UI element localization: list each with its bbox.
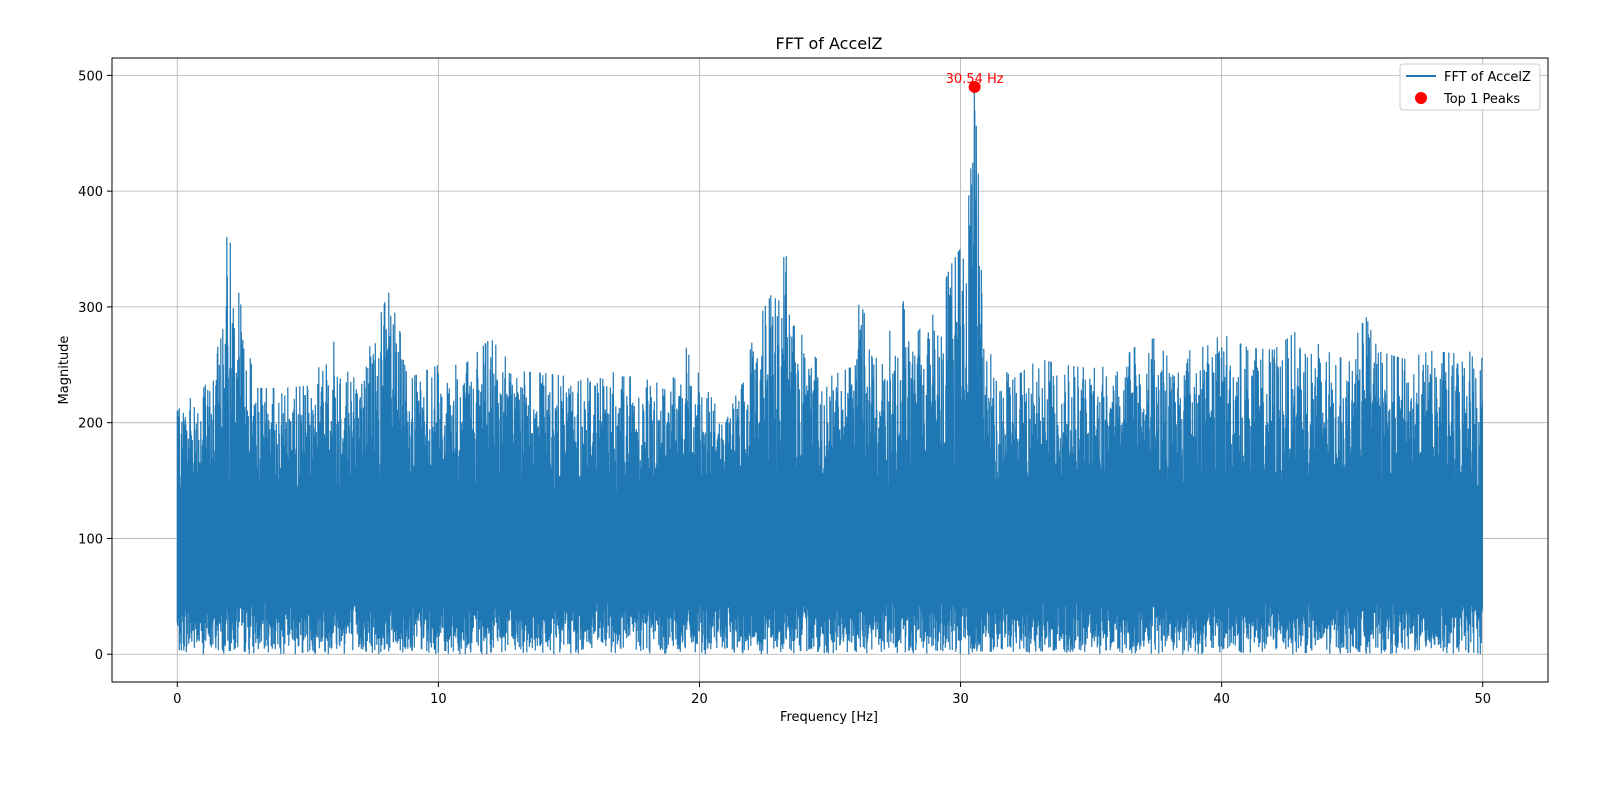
- y-tick-label: 0: [95, 648, 103, 663]
- legend: FFT of AccelZ Top 1 Peaks: [1399, 63, 1541, 111]
- x-tick-label: 30: [952, 692, 969, 707]
- peak-layer: 30.54 Hz: [946, 72, 1004, 93]
- x-tick-label: 20: [691, 692, 708, 707]
- y-tick-label: 200: [78, 417, 103, 432]
- y-axis-title: Magnitude: [57, 336, 72, 405]
- y-tick-label: 300: [78, 301, 103, 316]
- peak-marker: [968, 80, 981, 93]
- x-axis-ticks: 0 10 20 30 40 50: [173, 682, 1491, 707]
- x-tick-label: 50: [1474, 692, 1491, 707]
- legend-marker-swatch: [1415, 92, 1427, 104]
- x-tick-label: 10: [430, 692, 447, 707]
- fft-series-line: [176, 92, 1483, 655]
- x-tick-label: 40: [1213, 692, 1230, 707]
- plot-frame: [111, 57, 1549, 683]
- peak-label: 30.54 Hz: [946, 72, 1004, 87]
- y-axis-ticks: 0 100 200 300 400 500: [78, 69, 112, 663]
- legend-label-peaks: Top 1 Peaks: [1443, 92, 1520, 107]
- y-tick-label: 100: [78, 532, 103, 547]
- legend-label-fft: FFT of AccelZ: [1444, 70, 1531, 85]
- series-layer: [176, 92, 1483, 655]
- x-axis-title: Frequency [Hz]: [780, 710, 878, 725]
- chart-title: FFT of AccelZ: [776, 34, 883, 53]
- x-tick-label: 0: [173, 692, 181, 707]
- y-tick-label: 400: [78, 185, 103, 200]
- y-tick-label: 500: [78, 69, 103, 84]
